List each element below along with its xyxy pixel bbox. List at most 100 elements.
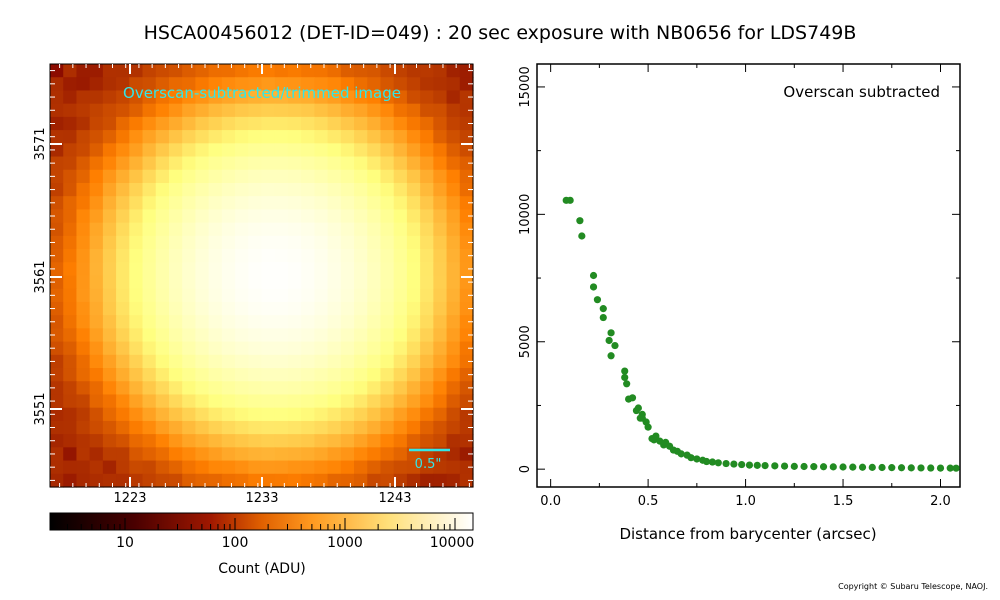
image-pixel — [155, 169, 170, 184]
image-pixel — [340, 182, 355, 197]
image-pixel — [102, 90, 117, 105]
image-pixel — [354, 116, 368, 131]
data-point — [771, 462, 779, 470]
image-pixel — [235, 156, 249, 171]
image-pixel — [116, 77, 130, 92]
image-pixel — [129, 77, 144, 92]
image-pixel — [142, 460, 157, 475]
image-pixel — [261, 301, 276, 316]
image-pixel — [155, 103, 170, 118]
image-pixel — [406, 64, 421, 78]
image-pixel — [301, 447, 315, 462]
image-pixel — [221, 328, 236, 343]
image-pixel — [261, 64, 276, 78]
image-pixel — [393, 64, 408, 78]
image-pixel — [221, 222, 236, 237]
image-x-tick-label: 1243 — [378, 491, 411, 506]
image-pixel — [380, 182, 395, 197]
image-pixel — [287, 156, 302, 171]
plot-frame — [536, 63, 961, 488]
image-pixel — [102, 130, 117, 144]
image-pixel — [301, 368, 315, 382]
image-pixel — [129, 288, 144, 303]
image-pixel — [168, 222, 183, 237]
data-point — [628, 394, 637, 402]
colorbar-tick-label: 100 — [222, 535, 249, 551]
image-pixel — [182, 143, 197, 158]
image-pixel — [182, 222, 197, 237]
image-pixel — [340, 315, 355, 329]
image-pixel — [63, 196, 78, 211]
image-pixel — [261, 394, 276, 409]
image-pixel — [459, 169, 474, 184]
image-pixel — [446, 315, 461, 329]
image-pixel — [182, 275, 197, 290]
image-pixel — [367, 341, 382, 356]
image-pixel — [142, 275, 157, 290]
data-point — [907, 464, 915, 472]
image-pixel — [274, 222, 289, 237]
image-pixel — [195, 368, 210, 382]
image-pixel — [314, 222, 329, 237]
data-point — [623, 380, 631, 388]
image-pixel — [446, 90, 461, 105]
image-pixel — [287, 64, 302, 78]
image-pixel — [142, 156, 157, 171]
image-pixel — [314, 328, 329, 343]
image-pixel — [380, 368, 395, 382]
image-pixel — [102, 249, 117, 263]
image-pixel — [354, 130, 368, 144]
image-pixel — [155, 354, 170, 369]
image-pixel — [235, 222, 249, 237]
image-pixel — [50, 235, 64, 250]
image-pixel — [274, 275, 289, 290]
image-pixel — [433, 249, 448, 263]
image-pixel — [367, 249, 382, 263]
image-pixel — [433, 103, 448, 118]
image-pixel — [301, 420, 315, 435]
image-pixel — [76, 328, 91, 343]
image-pixel — [301, 473, 315, 488]
image-pixel — [274, 288, 289, 303]
image-pixel — [89, 328, 104, 343]
image-pixel — [50, 169, 64, 184]
data-point — [917, 464, 925, 472]
image-pixel — [314, 473, 329, 488]
image-pixel — [354, 64, 368, 78]
image-pixel — [393, 77, 408, 92]
image-pixel — [433, 182, 448, 197]
image-pixel — [195, 249, 210, 263]
image-pixel — [446, 420, 461, 435]
image-pixel — [142, 249, 157, 263]
image-panel-label: Overscan-subtracted/trimmed image — [123, 84, 401, 102]
data-point — [607, 352, 615, 360]
image-pixel — [301, 249, 315, 263]
image-pixel — [367, 434, 382, 448]
image-pixel — [354, 77, 368, 92]
data-point — [800, 462, 808, 471]
image-pixel — [195, 341, 210, 356]
image-pixel — [327, 394, 342, 409]
image-pixel — [340, 460, 355, 475]
image-pixel — [274, 209, 289, 224]
image-pixel — [248, 354, 263, 369]
image-pixel — [393, 249, 408, 263]
image-pixel — [248, 288, 263, 303]
data-point — [780, 462, 789, 470]
image-pixel — [129, 301, 144, 316]
image-pixel — [367, 420, 382, 435]
image-pixel — [155, 64, 170, 78]
image-pixel — [142, 434, 157, 448]
image-pixel — [380, 262, 395, 277]
image-pixel — [221, 196, 236, 211]
image-pixel — [142, 116, 157, 131]
image-pixel — [446, 169, 461, 184]
image-pixel — [248, 407, 263, 422]
image-pixel — [420, 103, 434, 118]
image-pixel — [446, 209, 461, 224]
image-pixel — [50, 275, 64, 290]
image-pixel — [393, 169, 408, 184]
x-tick-label: 0.5 — [638, 494, 659, 509]
image-pixel — [195, 473, 210, 488]
image-x-tick-label: 1233 — [245, 491, 278, 506]
